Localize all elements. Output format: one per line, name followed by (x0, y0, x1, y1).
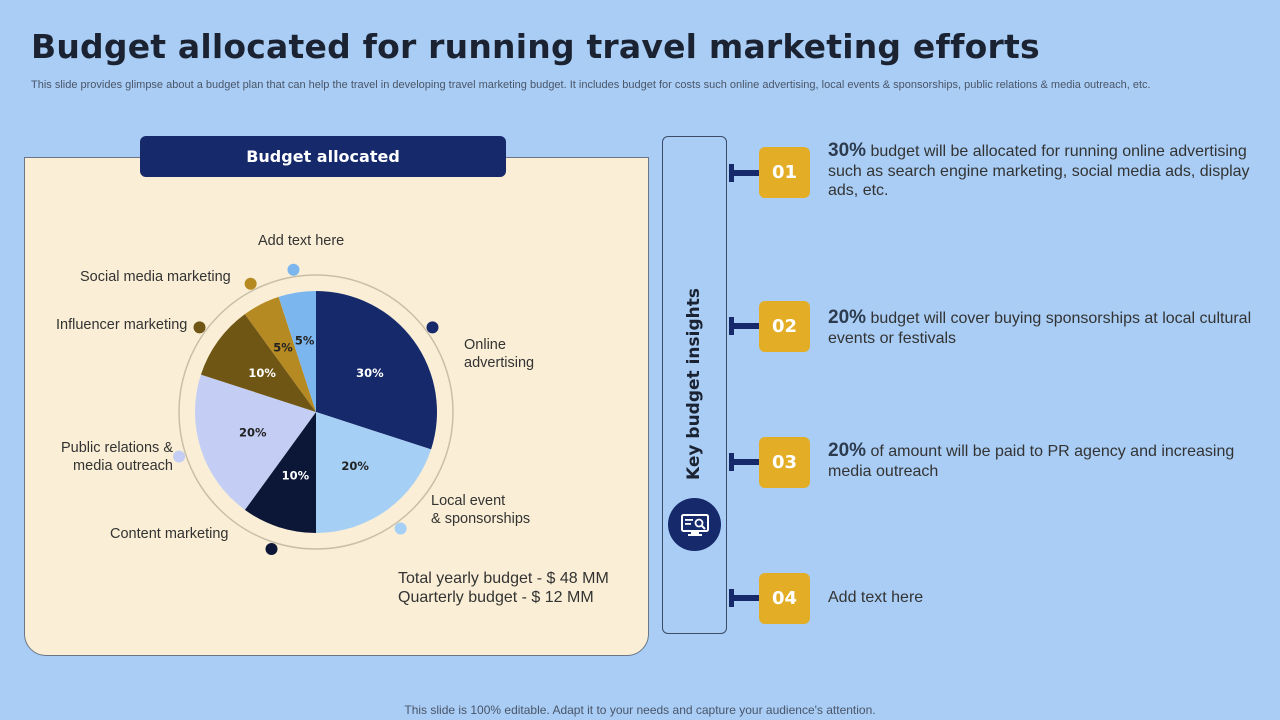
pie-value-label-3: 20% (239, 426, 267, 440)
pie-value-label-5: 5% (273, 340, 293, 354)
pie-marker-dot-0 (426, 321, 439, 334)
pie-label-online-advertising: Online advertising (464, 337, 535, 371)
connector-4 (729, 595, 761, 601)
pie-value-label-1: 20% (341, 459, 369, 473)
pie-label-add-text: Add text here (258, 233, 345, 249)
key-insights-label: Key budget insights (684, 288, 704, 480)
pie-marker-dot-2 (265, 542, 278, 555)
pie-slice-6 (278, 291, 316, 412)
insight-number-3: 03 (759, 437, 810, 488)
pie-label-influencer-marketing: Influencer marketing (56, 317, 188, 333)
monitor-search-icon (668, 498, 721, 551)
pie-value-label-6: 5% (295, 333, 315, 347)
connector-1 (729, 170, 761, 176)
pie-value-label-4: 10% (248, 366, 276, 380)
budget-pie-chart: 30% 20% 10% 20% 10% 5%5% (173, 263, 454, 555)
footer-note: This slide is 100% editable. Adapt it to… (404, 703, 876, 717)
insight-number-2: 02 (759, 301, 810, 352)
pie-marker-dot-6 (287, 263, 300, 276)
connector-3 (729, 459, 761, 465)
pie-label-content-marketing: Content marketing (110, 526, 229, 542)
total-yearly-budget: Total yearly budget - $ 48 MM (398, 570, 609, 587)
page-title: Budget allocated for running travel mark… (31, 27, 1040, 66)
pie-marker-dot-3 (173, 450, 186, 463)
insight-number-1: 01 (759, 147, 810, 198)
pie-slice-1 (316, 412, 432, 533)
pie-label-social-media: Social media marketing (80, 269, 231, 285)
insight-text-3: 20% of amount will be paid to PR agency … (828, 440, 1235, 480)
key-insights-bar (662, 136, 727, 634)
pie-slice-4 (200, 314, 316, 412)
pie-slice-0 (316, 291, 437, 450)
pie-label-public-relations: Public relations & media outreach (60, 440, 173, 474)
insight-text-1: 30% budget will be allocated for running… (828, 140, 1250, 199)
budget-panel-header: Budget allocated (140, 136, 506, 177)
budget-totals: Total yearly budget - $ 48 MM Quarterly … (398, 569, 609, 607)
quarterly-budget: Quarterly budget - $ 12 MM (398, 589, 594, 606)
pie-slice-3 (195, 374, 316, 510)
pie-value-label-0: 30% (356, 366, 384, 380)
pie-value-label-2: 10% (282, 468, 310, 482)
pie-label-local-event: Local event & sponsorships (431, 493, 531, 527)
pie-slice-5 (244, 296, 316, 412)
connector-2 (729, 323, 761, 329)
pie-marker-dot-5 (244, 277, 257, 290)
pie-marker-dot-1 (394, 522, 407, 535)
insight-text-4: Add text here (828, 589, 924, 606)
page-subtitle: This slide provides glimpse about a budg… (31, 79, 1151, 91)
insight-text-2: 20% budget will cover buying sponsorship… (828, 307, 1252, 347)
pie-outer-ring (178, 274, 454, 550)
pie-marker-dot-4 (193, 321, 206, 334)
pie-slice-2 (244, 412, 316, 533)
insight-number-4: 04 (759, 573, 810, 624)
